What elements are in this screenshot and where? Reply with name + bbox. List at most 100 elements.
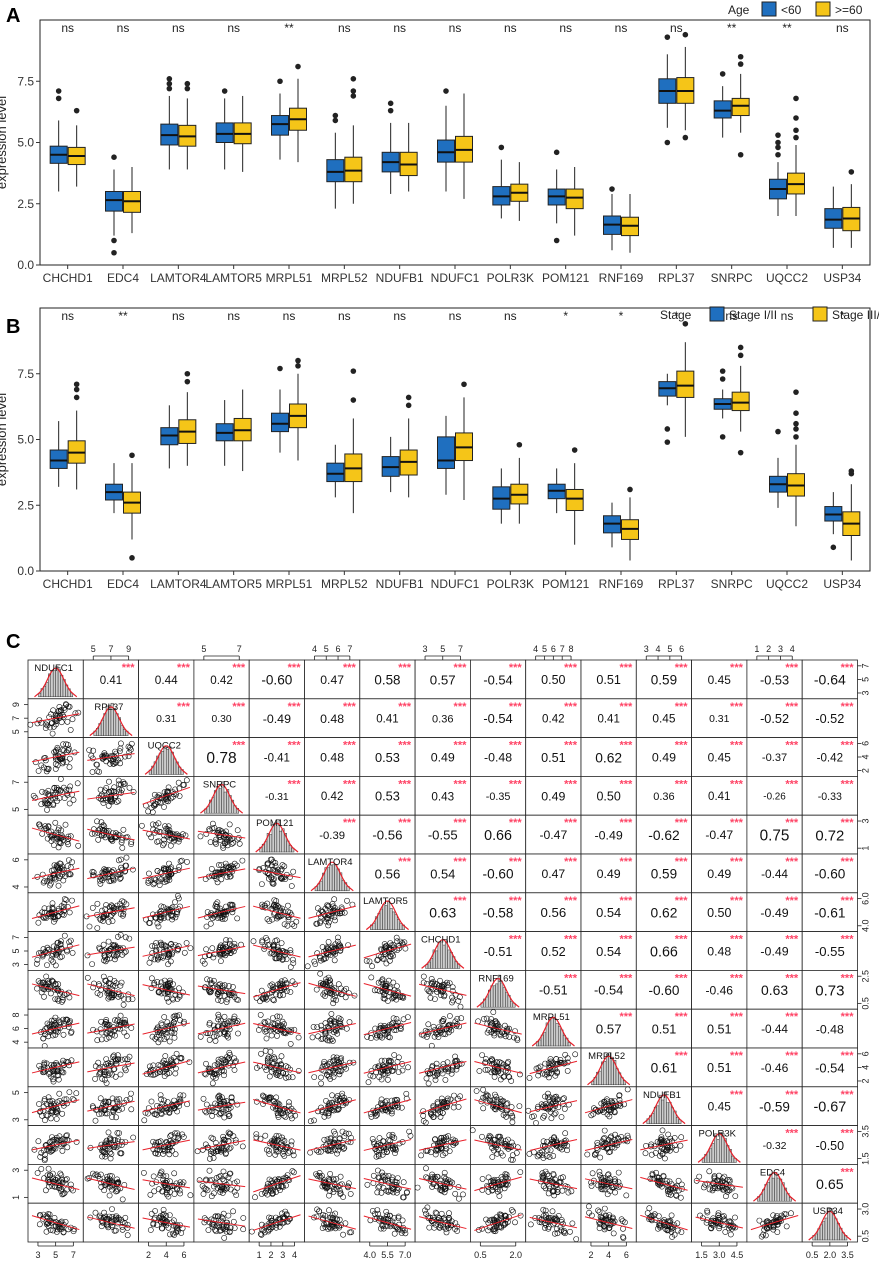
scatter-cell: [580, 1086, 637, 1127]
outlier-point: [350, 88, 357, 94]
scatter-cell: [138, 892, 195, 932]
density-curve: [365, 900, 409, 931]
scatter-point: [217, 1110, 224, 1117]
scatter-point: [117, 1025, 123, 1032]
scatter-point: [232, 1059, 238, 1066]
scatter-point: [231, 1067, 238, 1073]
correlation-cell: 0.49***: [580, 853, 637, 894]
correlation-cell: -0.51***: [525, 970, 582, 1010]
significance-stars: ***: [841, 817, 855, 829]
scatter-point: [228, 862, 235, 869]
scatter-point: [274, 1072, 281, 1078]
scatter-point: [117, 982, 124, 989]
cell-frame: [635, 892, 692, 932]
scatter-cell: [359, 1125, 416, 1165]
scatter-point: [161, 866, 167, 873]
scatter-point: [216, 1069, 222, 1076]
legend-swatch: [709, 306, 725, 322]
cell-frame: [359, 698, 416, 738]
correlation-value: 0.31: [709, 714, 729, 725]
scatter-point: [262, 1048, 269, 1054]
scatter-point: [597, 1107, 603, 1114]
fit-curve: [474, 1099, 522, 1114]
fit-curve: [308, 1061, 356, 1074]
correlation-cell: -0.37***: [746, 737, 803, 777]
scatter-point: [235, 1030, 241, 1037]
significance-stars: ***: [509, 934, 523, 946]
scatter-point: [270, 942, 276, 949]
outlier-point: [793, 127, 799, 134]
fit-curve: [308, 1023, 356, 1035]
significance-stars: ***: [785, 1050, 799, 1062]
correlation-cell: -0.64***: [801, 659, 858, 700]
scatter-point: [278, 978, 285, 985]
scatter-point: [218, 876, 225, 883]
box-snrpc-group1: [713, 71, 732, 138]
outlier-point: [111, 154, 117, 160]
scatter-point: [270, 880, 277, 887]
scatter-point: [64, 904, 71, 910]
correlation-cell: -0.49***: [580, 814, 637, 855]
scatter-point: [208, 866, 215, 872]
scatter-point: [343, 1065, 349, 1072]
scatter-point: [166, 860, 172, 867]
significance-label: ns: [227, 21, 240, 35]
scatter-point: [274, 1028, 281, 1034]
correlation-cell: -0.42***: [801, 737, 858, 777]
cell-frame: [580, 814, 637, 855]
cell-frame: [414, 853, 471, 894]
correlation-value: 0.49: [707, 867, 731, 881]
scatter-point: [118, 740, 124, 747]
scatter-point: [172, 942, 179, 948]
scatter-point: [553, 1096, 560, 1103]
correlation-value: -0.59: [759, 1099, 790, 1114]
significance-stars: ***: [343, 740, 357, 752]
scatter-point: [498, 1060, 505, 1067]
scatter-point: [387, 940, 394, 946]
scatter-point: [144, 1110, 151, 1117]
scatter-point: [546, 1094, 553, 1101]
significance-stars: ***: [730, 701, 744, 713]
scatter-point: [276, 904, 283, 911]
scatter-point: [167, 830, 174, 837]
histogram-bar: [492, 985, 496, 1008]
scatter-point: [225, 1106, 232, 1113]
outlier-point: [737, 352, 744, 359]
outlier-point: [387, 100, 394, 107]
scatter-point: [161, 804, 167, 810]
scatter-point: [263, 1067, 270, 1073]
scatter-point: [114, 1025, 121, 1032]
cell-frame: [525, 970, 582, 1010]
scatter-point: [480, 1016, 487, 1022]
scatter-point: [374, 956, 381, 963]
correlation-cell: 0.54***: [580, 931, 637, 971]
fit-curve: [87, 753, 135, 761]
scatter-point: [550, 1066, 557, 1073]
scatter-point: [158, 914, 165, 921]
scatter-point: [112, 1032, 118, 1039]
scatter-point: [33, 960, 40, 967]
scatter-point: [234, 827, 241, 834]
scatter-point: [55, 871, 61, 878]
scatter-point: [201, 960, 208, 967]
scatter-point: [562, 1051, 569, 1058]
scatter-point: [491, 1065, 498, 1072]
scatter-point: [122, 934, 129, 941]
scatter-point: [197, 833, 204, 840]
scatter-cell: [193, 1086, 250, 1127]
scatter-point: [267, 1027, 274, 1034]
correlation-cell: 0.30***: [193, 698, 250, 738]
scatter-point: [98, 1141, 105, 1148]
box-snrpc-group1: [713, 368, 732, 440]
significance-stars: ***: [675, 972, 689, 984]
correlation-cell: 0.52***: [525, 931, 582, 971]
correlation-value: -0.26: [763, 792, 786, 803]
outlier-point: [775, 132, 781, 138]
scatter-point: [206, 826, 213, 833]
box-edc4-group2: [123, 167, 141, 234]
cell-frame: [580, 853, 637, 894]
scatter-point: [175, 1135, 181, 1142]
scatter-point: [111, 952, 118, 959]
significance-stars: ***: [564, 778, 578, 790]
